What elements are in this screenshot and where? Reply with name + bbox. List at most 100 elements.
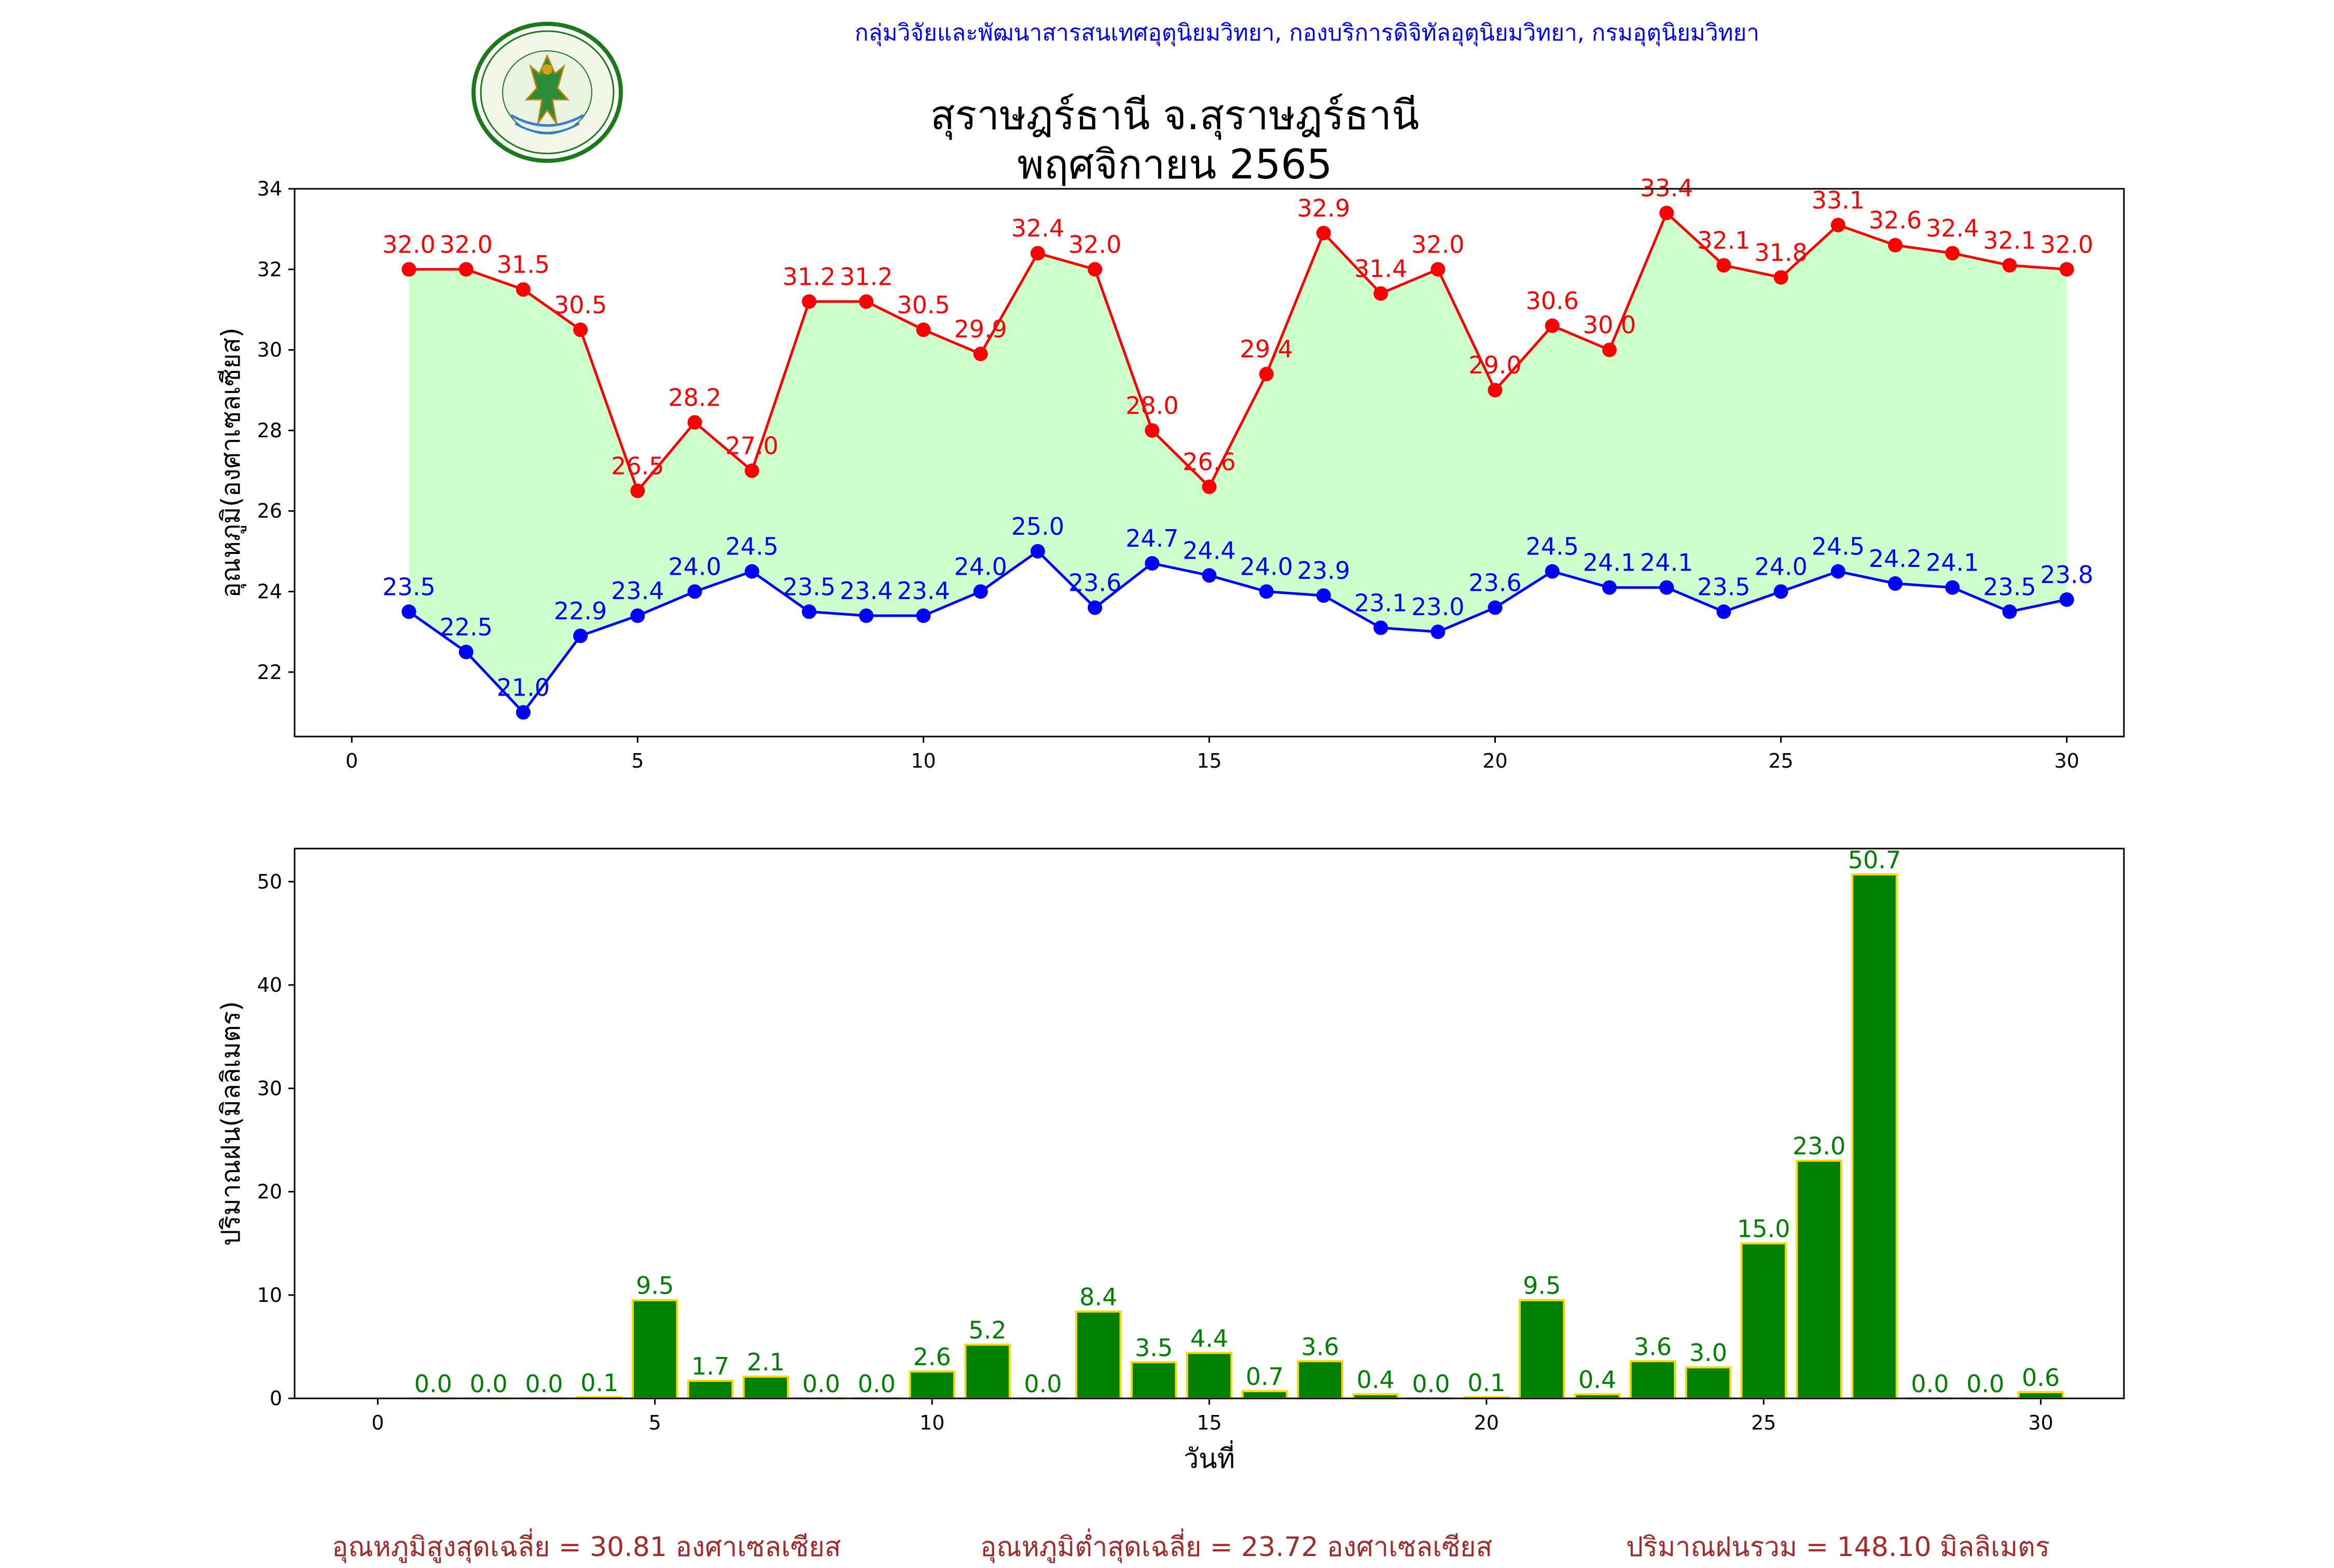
- max-temperature-point: [401, 262, 416, 276]
- rain-bar: [1187, 1353, 1232, 1398]
- rain-bar: [1686, 1367, 1731, 1398]
- min-temperature-point: [1488, 601, 1503, 615]
- rain-bar: [1742, 1243, 1786, 1398]
- max-temperature-point: [1945, 246, 1960, 260]
- average-max-temperature: อุณหภูมิสูงสุดเฉลี่ย = 30.81 องศาเซลเซีย…: [332, 1525, 841, 1568]
- max-temperature-data-label: 33.1: [1812, 186, 1865, 214]
- max-temperature-point: [745, 464, 759, 478]
- rain-bar: [633, 1300, 677, 1398]
- rain-bar: [688, 1381, 733, 1398]
- min-temperature-data-label: 24.5: [726, 533, 779, 561]
- max-temperature-point: [1716, 258, 1731, 273]
- x-tick-label: 5: [631, 750, 644, 772]
- max-temperature-point: [859, 294, 873, 309]
- min-temperature-data-label: 24.1: [1640, 549, 1693, 577]
- max-temperature-data-label: 31.4: [1354, 255, 1407, 283]
- temperature-y-axis-label: อุณหภูมิ(องศาเซลเซียส): [216, 327, 246, 598]
- max-temperature-point: [573, 323, 588, 337]
- rain-data-label: 0.4: [1578, 1366, 1616, 1394]
- min-temperature-data-label: 24.1: [1583, 549, 1636, 577]
- min-temperature-point: [1145, 556, 1159, 571]
- min-temperature-point: [516, 705, 531, 719]
- min-temperature-point: [1430, 625, 1445, 639]
- min-temperature-point: [1259, 584, 1274, 599]
- min-temperature-point: [401, 604, 416, 619]
- max-temperature-point: [516, 282, 531, 297]
- max-temperature-point: [1488, 383, 1503, 397]
- min-temperature-data-label: 23.5: [1983, 573, 2036, 601]
- rain-data-label: 0.0: [1911, 1370, 1949, 1398]
- rain-bar: [910, 1371, 954, 1398]
- min-temperature-data-label: 24.0: [1240, 552, 1293, 580]
- rainfall-x-axis-label: วันที่: [1184, 1440, 1235, 1475]
- rain-data-label: 0.0: [414, 1370, 452, 1398]
- min-temperature-point: [1031, 544, 1045, 559]
- y-tick-label: 50: [257, 870, 282, 893]
- min-temperature-data-label: 23.6: [1068, 569, 1121, 597]
- min-temperature-data-label: 23.1: [1354, 589, 1407, 617]
- min-temperature-point: [1774, 584, 1788, 599]
- min-temperature-data-label: 24.1: [1926, 549, 1979, 577]
- min-temperature-point: [1088, 601, 1102, 615]
- min-temperature-data-label: 23.4: [897, 577, 950, 605]
- rain-data-label: 9.5: [1523, 1272, 1561, 1300]
- min-temperature-data-label: 22.9: [554, 597, 607, 625]
- rain-data-label: 2.6: [913, 1343, 951, 1371]
- min-temperature-point: [1316, 588, 1331, 603]
- min-temperature-data-label: 23.4: [611, 577, 664, 605]
- x-tick-label: 30: [2029, 1411, 2053, 1434]
- rain-data-label: 5.2: [968, 1316, 1006, 1344]
- x-tick-label: 15: [1197, 1411, 1221, 1434]
- max-temperature-data-label: 32.0: [382, 230, 435, 258]
- min-temperature-point: [1373, 620, 1388, 635]
- rain-data-label: 0.0: [1024, 1370, 1062, 1398]
- rain-data-label: 0.0: [1412, 1370, 1450, 1398]
- min-temperature-point: [745, 564, 759, 579]
- y-tick-label: 22: [257, 661, 282, 684]
- rain-data-label: 4.4: [1190, 1324, 1228, 1352]
- rain-data-label: 23.0: [1793, 1132, 1845, 1160]
- max-temperature-point: [2003, 258, 2017, 273]
- max-temperature-data-label: 32.0: [2040, 230, 2093, 258]
- min-temperature-point: [573, 629, 588, 643]
- max-temperature-data-label: 30.0: [1583, 311, 1636, 339]
- y-tick-label: 10: [257, 1284, 282, 1307]
- max-temperature-point: [1202, 480, 1217, 494]
- rain-data-label: 3.0: [1689, 1339, 1727, 1367]
- min-temperature-data-label: 22.5: [439, 613, 492, 641]
- max-temperature-point: [974, 346, 988, 361]
- rain-data-label: 0.6: [2022, 1364, 2060, 1392]
- min-temperature-point: [1202, 568, 1217, 582]
- rain-data-label: 3.6: [1634, 1333, 1672, 1361]
- rain-data-label: 0.0: [525, 1370, 563, 1398]
- rain-data-label: 0.0: [858, 1370, 896, 1398]
- max-temperature-point: [1088, 262, 1102, 276]
- max-temperature-point: [1373, 286, 1388, 301]
- min-temperature-data-label: 23.5: [1697, 573, 1750, 601]
- min-temperature-data-label: 21.0: [497, 673, 550, 701]
- min-temperature-data-label: 24.0: [1754, 552, 1807, 580]
- min-temperature-point: [859, 608, 873, 623]
- min-temperature-data-label: 24.2: [1869, 545, 1922, 573]
- average-min-temperature: อุณหภูมิต่ำสุดเฉลี่ย = 23.72 องศาเซลเซีย…: [980, 1525, 1492, 1568]
- rain-bar: [1520, 1300, 1564, 1398]
- y-tick-label: 40: [257, 974, 282, 996]
- max-temperature-data-label: 30.5: [554, 291, 607, 319]
- max-temperature-data-label: 32.6: [1869, 206, 1922, 234]
- rain-bar: [1132, 1362, 1176, 1398]
- max-temperature-data-label: 27.0: [726, 432, 779, 460]
- min-temperature-point: [802, 604, 816, 619]
- min-temperature-point: [688, 584, 702, 599]
- min-temperature-point: [2003, 604, 2017, 619]
- rain-data-label: 1.7: [691, 1352, 729, 1380]
- rain-data-label: 2.1: [747, 1348, 785, 1376]
- rain-bar: [2019, 1392, 2063, 1398]
- x-tick-label: 20: [1482, 750, 1507, 772]
- y-tick-label: 0: [270, 1387, 282, 1410]
- rain-bar: [1298, 1361, 1343, 1398]
- rain-data-label: 0.0: [469, 1370, 507, 1398]
- rain-data-label: 0.0: [802, 1370, 840, 1398]
- min-temperature-point: [630, 608, 645, 623]
